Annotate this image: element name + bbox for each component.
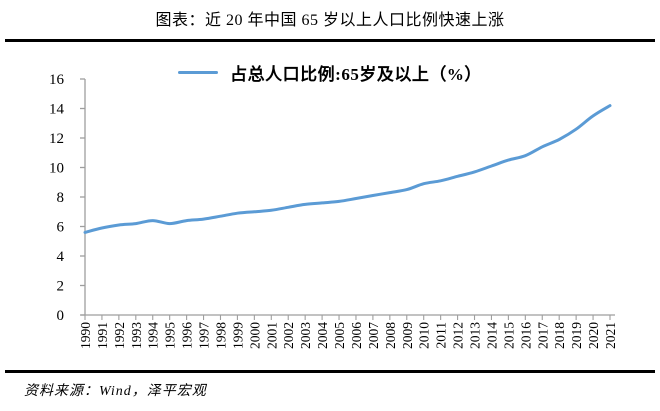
x-tick-label: 1995: [163, 322, 178, 349]
chart-area: 0 2 4 6 8 10 12 14 16 1990 1991 1992 1993 1994 1995 199…: [0, 42, 660, 370]
y-tick-label: 14: [49, 102, 65, 118]
x-tick-label: 1999: [230, 322, 245, 349]
x-tick-label: 2017: [535, 322, 550, 349]
y-tick-label: 0: [57, 308, 65, 324]
x-tick-label: 1998: [213, 322, 228, 349]
footer-divider: [5, 370, 655, 373]
x-tick-label: 2001: [264, 322, 279, 349]
x-tick-label: 1993: [129, 322, 144, 349]
x-tick-label: 2020: [586, 322, 601, 349]
x-tick-label: 2004: [315, 322, 330, 349]
x-tick-label: 2019: [569, 322, 584, 349]
y-tick-label: 6: [57, 220, 65, 236]
x-tick-label: 2007: [366, 322, 381, 349]
x-tick-label: 1997: [197, 322, 212, 349]
x-tick-label: 2015: [501, 322, 516, 349]
x-tick-label: 1991: [95, 322, 110, 349]
x-tick-label: 1990: [78, 322, 93, 349]
x-tick-label: 1994: [146, 322, 161, 349]
x-tick-label: 2011: [434, 322, 449, 349]
x-tick-label: 2013: [468, 322, 483, 349]
x-tick-label: 2010: [417, 322, 432, 349]
y-tick-label: 4: [57, 249, 65, 265]
x-tick-label: 2021: [603, 322, 618, 349]
y-tick-label: 16: [49, 72, 65, 88]
x-tick-label: 2016: [518, 322, 533, 349]
x-tick-label: 2008: [383, 322, 398, 349]
source-note: 资料来源：Wind，泽平宏观: [24, 384, 207, 399]
x-tick-label: 2018: [552, 322, 567, 349]
y-tick-label: 8: [57, 190, 65, 206]
series-line: [83, 104, 612, 234]
y-tick-label: 12: [49, 131, 64, 147]
x-tick-label: 2005: [332, 322, 347, 349]
x-tick-label: 2002: [281, 322, 296, 349]
x-tick-label: 1996: [180, 322, 195, 349]
x-tick-label: 2012: [451, 322, 466, 349]
y-tick-label: 10: [49, 161, 64, 177]
chart-title: 图表：近 20 年中国 65 岁以上人口比例快速上涨: [155, 12, 505, 29]
x-tick-label: 2014: [484, 322, 499, 349]
y-tick-label: 2: [57, 279, 65, 295]
x-tick-label: 1992: [112, 322, 127, 349]
x-tick-label: 2000: [247, 322, 262, 349]
title-divider: [5, 39, 655, 42]
x-tick-label: 2003: [298, 322, 313, 349]
x-tick-label: 2006: [349, 322, 364, 349]
x-tick-label: 2009: [400, 322, 415, 349]
